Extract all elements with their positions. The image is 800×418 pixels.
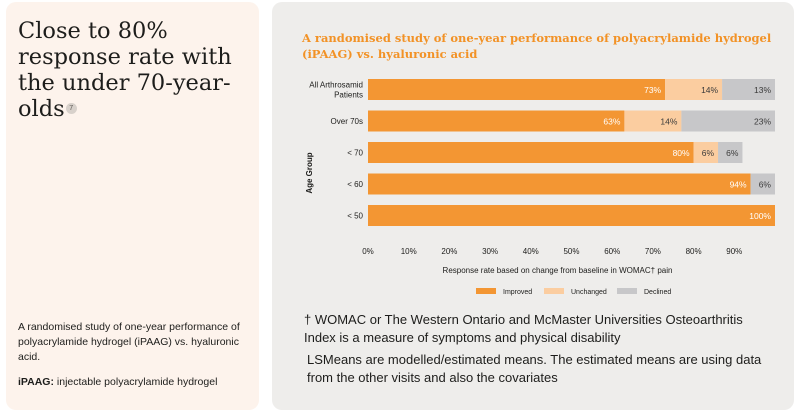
- bar-improved-0: [368, 79, 666, 100]
- bar-improved-1: [368, 110, 625, 132]
- data-label-unchanged-2: 6%: [702, 148, 715, 158]
- data-label-unchanged-1: 14%: [660, 117, 677, 127]
- category-label-3-0: < 60: [347, 180, 363, 189]
- legend-swatch-improved: [476, 288, 496, 294]
- bar-unchanged-1: [624, 110, 682, 132]
- data-label-unchanged-0: 14%: [701, 85, 718, 95]
- x-tick-label-0: 0%: [362, 247, 374, 256]
- data-label-improved-1: 63%: [603, 117, 620, 127]
- bar-unchanged-0: [665, 79, 723, 100]
- legend-label-improved: Improved: [503, 289, 532, 296]
- legend-label-declined: Declined: [644, 289, 671, 296]
- legend-swatch-declined: [617, 288, 637, 294]
- bar-declined-2: [718, 142, 743, 163]
- ipaag-text: injectable polyacrylamide hydrogel: [53, 376, 218, 388]
- x-tick-label-5: 50%: [563, 247, 579, 256]
- ipaag-definition: iPAAG: injectable polyacrylamide hydroge…: [18, 375, 253, 390]
- x-tick-label-4: 40%: [523, 247, 539, 256]
- legend-label-unchanged: Unchanged: [571, 289, 607, 296]
- x-tick-label-6: 60%: [604, 247, 620, 256]
- womac-footnote: † WOMAC or The Western Ontario and McMas…: [304, 312, 743, 345]
- category-label-4-0: < 50: [347, 212, 363, 221]
- data-label-improved-2: 80%: [673, 148, 690, 158]
- chart-title: A randomised study of one-year performan…: [302, 31, 772, 61]
- legend-swatch-unchanged: [544, 288, 564, 294]
- bar-declined-3: [750, 173, 775, 195]
- bar-declined-1: [681, 110, 775, 132]
- ipaag-label: iPAAG:: [18, 376, 54, 388]
- data-label-declined-0: 13%: [754, 85, 771, 95]
- data-label-declined-1: 23%: [754, 117, 771, 127]
- lsmeans-footnote: LSMeans are modelled/estimated means. Th…: [307, 352, 762, 385]
- x-tick-label-2: 20%: [441, 247, 457, 256]
- category-label-0-0: All Arthrosamid: [309, 81, 363, 90]
- data-label-declined-3: 6%: [759, 180, 772, 190]
- left-info-panel: [6, 2, 259, 410]
- data-label-declined-2: 6%: [726, 148, 739, 158]
- x-tick-label-1: 10%: [401, 247, 417, 256]
- x-tick-label-8: 80%: [686, 247, 702, 256]
- x-tick-label-7: 70%: [645, 247, 661, 256]
- headline-text: Close to 80% response rate with the unde…: [18, 18, 232, 122]
- data-label-improved-4: 100%: [749, 211, 771, 221]
- x-tick-label-9: 90%: [726, 247, 742, 256]
- x-tick-label-3: 30%: [482, 247, 498, 256]
- x-axis-label: Response rate based on change from basel…: [443, 266, 673, 275]
- bar-improved-2: [368, 142, 694, 163]
- reference-badge: 7: [65, 103, 77, 114]
- study-description: A randomised study of one-year performan…: [18, 321, 240, 363]
- bar-unchanged-2: [693, 142, 719, 163]
- category-label-2-0: < 70: [347, 149, 363, 158]
- data-label-improved-3: 94%: [730, 180, 747, 190]
- data-label-improved-0: 73%: [644, 85, 661, 95]
- category-label-0-1: Patients: [334, 91, 363, 100]
- y-axis-label: Age Group: [305, 152, 314, 193]
- bar-declined-0: [722, 79, 775, 100]
- bar-improved-3: [368, 173, 751, 195]
- bar-improved-4: [368, 205, 775, 226]
- category-label-1-0: Over 70s: [331, 117, 363, 126]
- headline: Close to 80% response rate with the unde…: [18, 18, 248, 122]
